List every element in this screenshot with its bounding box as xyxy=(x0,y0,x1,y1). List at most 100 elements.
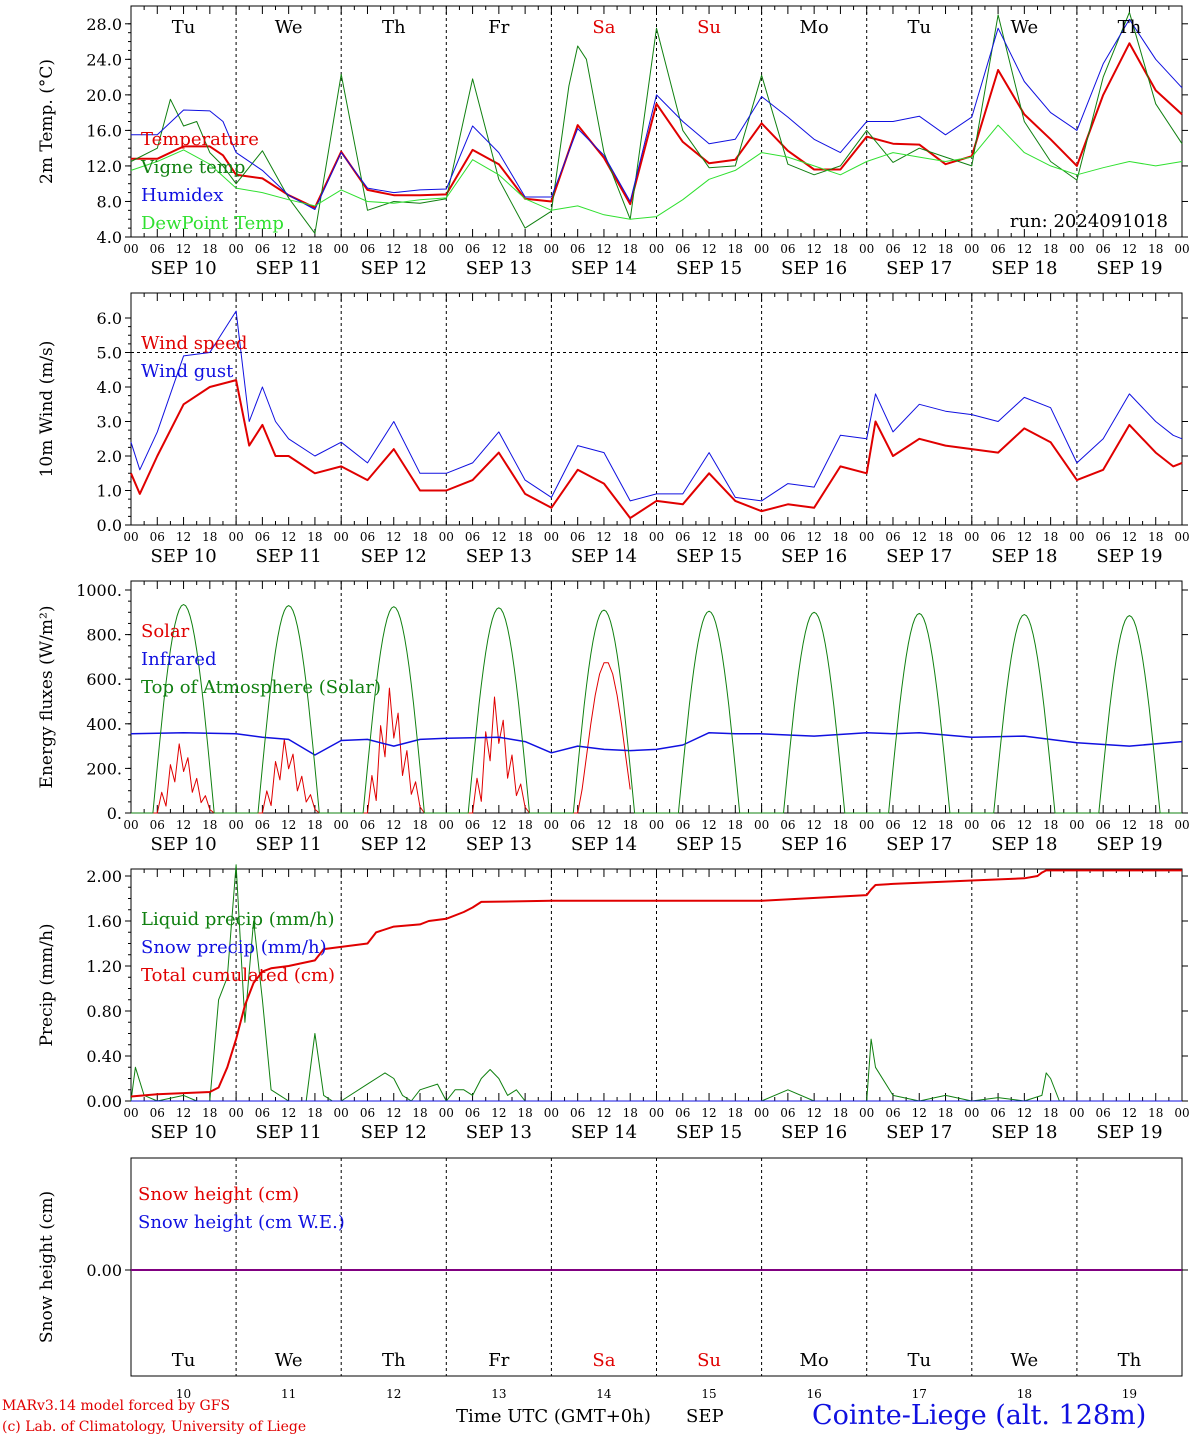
panel-3: 0. 200. 400. 600. 800. 1000. Energy fluxes (W/… xyxy=(37,580,1190,855)
legend-entry: Vigne temp xyxy=(140,157,245,178)
day-number-label: 16 xyxy=(807,1387,822,1401)
y-tick-label: 5.0 xyxy=(97,344,122,363)
x-hour-label: 18 xyxy=(938,1106,953,1120)
x-hour-label: 00 xyxy=(1174,1106,1189,1120)
x-hour-label: 12 xyxy=(1017,818,1032,832)
y-tick-label: 0.80 xyxy=(86,1002,122,1021)
y-tick-label: 12.0 xyxy=(86,157,122,176)
credit-line-1: MARv3.14 model forced by GFS xyxy=(2,1398,231,1414)
x-date-label: SEP 11 xyxy=(256,258,322,279)
x-hour-label: 06 xyxy=(675,242,690,256)
x-hour-label: 00 xyxy=(334,530,349,544)
y-tick-label: 200. xyxy=(86,759,122,778)
x-hour-label: 12 xyxy=(701,530,716,544)
day-number-label: 11 xyxy=(281,1387,296,1401)
x-date-label: SEP 17 xyxy=(886,546,952,567)
legend-entry: Liquid precip (mm/h) xyxy=(141,909,335,930)
weekday-label: We xyxy=(1011,17,1039,38)
x-hour-label: 12 xyxy=(176,1106,191,1120)
x-hour-label: 18 xyxy=(1148,1106,1163,1120)
x-hour-label: 06 xyxy=(990,530,1005,544)
y-tick-label: 600. xyxy=(86,670,122,689)
x-date-label: SEP 11 xyxy=(256,546,322,567)
x-hour-label: 12 xyxy=(596,530,611,544)
x-hour-label: 12 xyxy=(386,818,401,832)
y-tick-label: 2.0 xyxy=(97,447,122,466)
x-hour-label: 06 xyxy=(465,1106,480,1120)
x-hour-label: 00 xyxy=(544,1106,559,1120)
x-hour-label: 06 xyxy=(1096,1106,1111,1120)
series-vigne-temp xyxy=(130,11,1183,234)
x-hour-label: 12 xyxy=(912,1106,927,1120)
x-date-label: SEP 13 xyxy=(466,546,532,567)
x-date-label: SEP 19 xyxy=(1096,546,1162,567)
x-hour-label: 06 xyxy=(885,530,900,544)
x-date-label: SEP 12 xyxy=(361,834,427,855)
x-date-label: SEP 16 xyxy=(781,1122,847,1143)
x-hour-label: 12 xyxy=(1017,1106,1032,1120)
legend-entry: Infrared xyxy=(141,649,216,670)
weekday-label: Tu xyxy=(172,1350,196,1371)
x-date-label: SEP 16 xyxy=(781,546,847,567)
x-axis-title: Time UTC (GMT+0h) xyxy=(456,1406,651,1427)
weekday-label: Su xyxy=(697,1350,721,1371)
x-date-label: SEP 14 xyxy=(571,1122,637,1143)
x-hour-label: 06 xyxy=(150,242,165,256)
x-hour-label: 12 xyxy=(807,530,822,544)
x-hour-label: 12 xyxy=(807,818,822,832)
x-date-label: SEP 13 xyxy=(466,1122,532,1143)
x-hour-label: 00 xyxy=(228,1106,243,1120)
y-axis-label: Precip (mm/h) xyxy=(37,923,57,1046)
legend-entry: Snow height (cm) xyxy=(138,1184,299,1205)
x-hour-label: 12 xyxy=(701,242,716,256)
x-hour-label: 00 xyxy=(1069,818,1084,832)
weekday-label: Mo xyxy=(800,1350,829,1371)
x-hour-label: 18 xyxy=(307,818,322,832)
x-hour-label: 00 xyxy=(123,1106,138,1120)
x-date-label: SEP 12 xyxy=(361,546,427,567)
series-temperature xyxy=(131,42,1183,209)
x-hour-label: 00 xyxy=(1069,1106,1084,1120)
x-date-label: SEP 14 xyxy=(571,258,637,279)
x-date-label: SEP 15 xyxy=(676,546,742,567)
x-hour-label: 18 xyxy=(938,818,953,832)
series-liquid-precip-mm-h xyxy=(130,864,1182,1102)
x-hour-label: 06 xyxy=(570,1106,585,1120)
day-number-label: 14 xyxy=(596,1387,612,1401)
x-hour-label: 00 xyxy=(964,1106,979,1120)
x-hour-label: 06 xyxy=(255,242,270,256)
x-hour-label: 12 xyxy=(386,1106,401,1120)
weekday-label: Th xyxy=(1118,1350,1142,1371)
y-tick-label: 400. xyxy=(86,715,122,734)
x-hour-label: 00 xyxy=(123,818,138,832)
x-date-label: SEP 15 xyxy=(676,834,742,855)
x-hour-label: 06 xyxy=(465,530,480,544)
x-hour-label: 00 xyxy=(439,1106,454,1120)
x-hour-label: 18 xyxy=(517,242,532,256)
y-tick-label: 4.0 xyxy=(97,378,122,397)
panel-2: 0.0 1.0 2.0 3.0 4.0 5.0 6.0 10m Wind (m/s) 00 06 1… xyxy=(37,292,1190,567)
x-hour-label: 18 xyxy=(938,242,953,256)
x-hour-label: 06 xyxy=(675,1106,690,1120)
x-hour-label: 06 xyxy=(150,530,165,544)
x-hour-label: 06 xyxy=(465,242,480,256)
series-total-cumulated-cm xyxy=(130,869,1182,1098)
x-hour-label: 00 xyxy=(228,818,243,832)
x-hour-label: 00 xyxy=(754,1106,769,1120)
x-hour-label: 12 xyxy=(701,818,716,832)
panel-4: 0.00 0.40 0.80 1.20 1.60 2.00 Precip (mm/h) 00 0… xyxy=(37,864,1190,1143)
x-hour-label: 06 xyxy=(780,818,795,832)
x-hour-label: 18 xyxy=(728,818,743,832)
panel-5: 0.00 Snow height (cm) Snow height (cm) Snow… xyxy=(37,1157,1188,1377)
x-hour-label: 06 xyxy=(780,530,795,544)
legend-entry: Wind gust xyxy=(141,361,234,382)
x-hour-label: 00 xyxy=(334,818,349,832)
month-label: SEP xyxy=(686,1406,724,1427)
x-hour-label: 12 xyxy=(281,1106,296,1120)
x-hour-label: 18 xyxy=(307,242,322,256)
legend-entry: Wind speed xyxy=(141,333,247,354)
day-number-label: 12 xyxy=(386,1387,401,1401)
x-hour-label: 00 xyxy=(649,530,664,544)
x-hour-label: 00 xyxy=(859,818,874,832)
y-tick-label: 3.0 xyxy=(97,413,122,432)
